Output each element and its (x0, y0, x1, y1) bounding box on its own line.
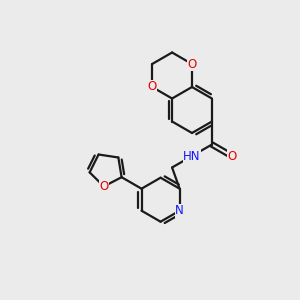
Text: O: O (188, 58, 196, 70)
Text: O: O (148, 80, 157, 94)
Text: HN: HN (183, 149, 201, 163)
Text: O: O (227, 149, 236, 163)
Text: N: N (175, 204, 184, 217)
Text: O: O (99, 180, 109, 193)
